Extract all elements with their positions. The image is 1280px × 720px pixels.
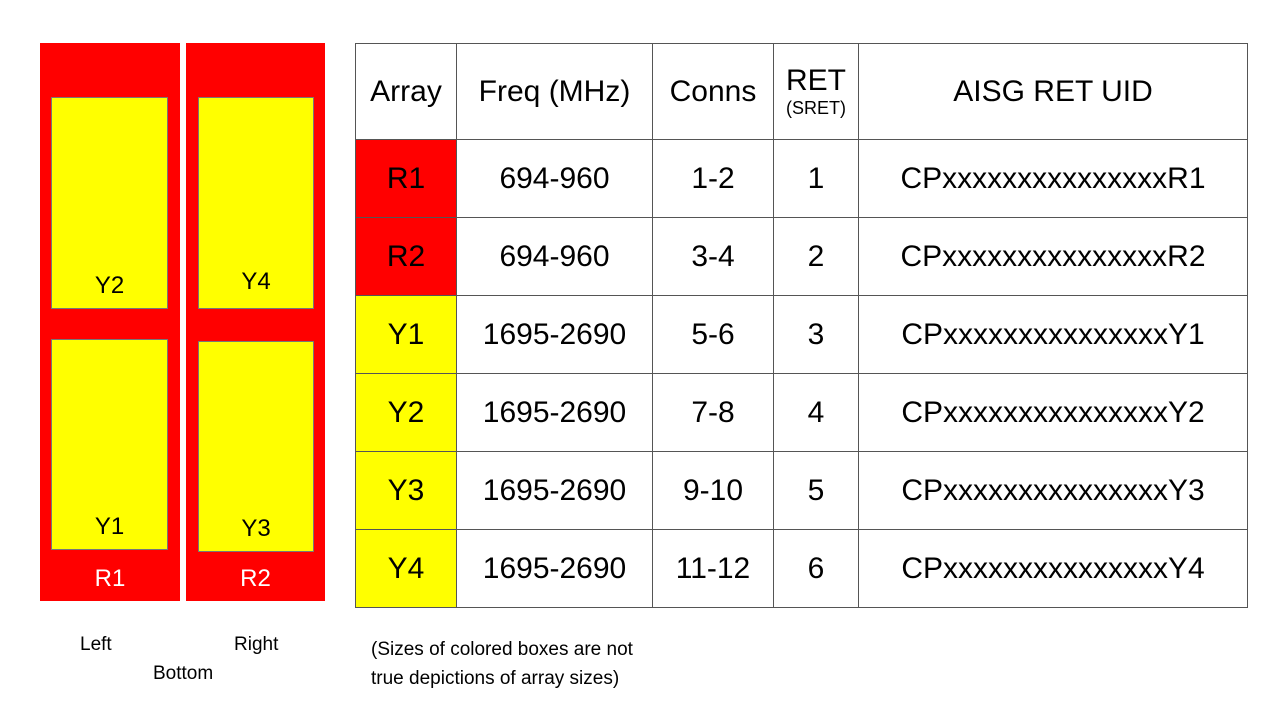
footnote-line2: true depictions of array sizes) — [371, 668, 620, 689]
cell-array: Y4 — [355, 529, 457, 608]
cell-conns: 1-2 — [652, 139, 774, 218]
table-row: Y1 1695-2690 5-6 3 CPxxxxxxxxxxxxxxxY1 — [355, 295, 1248, 374]
header-freq: Freq (MHz) — [456, 43, 653, 140]
caption-left: Left — [80, 634, 112, 655]
header-array: Array — [355, 43, 457, 140]
array-r1-panel: Y2 Y1 R1 — [40, 43, 180, 601]
cell-ret: 4 — [773, 373, 859, 452]
cell-uid: CPxxxxxxxxxxxxxxxY4 — [858, 529, 1248, 608]
array-y1-label: Y1 — [94, 513, 125, 540]
cell-freq: 694-960 — [456, 217, 653, 296]
cell-freq: 1695-2690 — [456, 373, 653, 452]
array-y2-label: Y2 — [94, 272, 125, 299]
cell-freq: 1695-2690 — [456, 451, 653, 530]
table-row: Y3 1695-2690 9-10 5 CPxxxxxxxxxxxxxxxY3 — [355, 451, 1248, 530]
table-row: R2 694-960 3-4 2 CPxxxxxxxxxxxxxxxR2 — [355, 217, 1248, 296]
cell-conns: 5-6 — [652, 295, 774, 374]
cell-uid: CPxxxxxxxxxxxxxxxY3 — [858, 451, 1248, 530]
header-conns: Conns — [652, 43, 774, 140]
array-r2-label: R2 — [240, 565, 271, 592]
cell-uid: CPxxxxxxxxxxxxxxxR2 — [858, 217, 1248, 296]
header-ret: RET (SRET) — [773, 43, 859, 140]
array-y4-label: Y4 — [241, 268, 271, 295]
footnote-line1: (Sizes of colored boxes are not — [371, 639, 633, 660]
cell-conns: 3-4 — [652, 217, 774, 296]
footnote: (Sizes of colored boxes are not true dep… — [371, 635, 633, 693]
array-y4-box: Y4 — [198, 97, 314, 309]
cell-array: Y1 — [355, 295, 457, 374]
cell-freq: 694-960 — [456, 139, 653, 218]
cell-array: R2 — [355, 217, 457, 296]
array-r1-label: R1 — [94, 565, 126, 592]
cell-conns: 9-10 — [652, 451, 774, 530]
array-r2-panel: Y4 Y3 R2 — [186, 43, 325, 601]
cell-ret: 1 — [773, 139, 859, 218]
cell-array: Y2 — [355, 373, 457, 452]
cell-uid: CPxxxxxxxxxxxxxxxY1 — [858, 295, 1248, 374]
header-ret-label: RET — [786, 64, 846, 97]
cell-ret: 6 — [773, 529, 859, 608]
array-y3-box: Y3 — [198, 341, 314, 552]
cell-array: R1 — [355, 139, 457, 218]
cell-ret: 3 — [773, 295, 859, 374]
cell-freq: 1695-2690 — [456, 295, 653, 374]
table-row: R1 694-960 1-2 1 CPxxxxxxxxxxxxxxxR1 — [355, 139, 1248, 218]
caption-bottom: Bottom — [153, 663, 214, 684]
cell-ret: 5 — [773, 451, 859, 530]
cell-uid: CPxxxxxxxxxxxxxxxR1 — [858, 139, 1248, 218]
array-y2-box: Y2 — [51, 97, 168, 309]
cell-conns: 7-8 — [652, 373, 774, 452]
array-y3-label: Y3 — [241, 515, 271, 542]
cell-uid: CPxxxxxxxxxxxxxxxY2 — [858, 373, 1248, 452]
cell-freq: 1695-2690 — [456, 529, 653, 608]
table-row: Y2 1695-2690 7-8 4 CPxxxxxxxxxxxxxxxY2 — [355, 373, 1248, 452]
table-header-row: Array Freq (MHz) Conns RET (SRET) AISG RE… — [355, 43, 1248, 140]
array-y1-box: Y1 — [51, 339, 168, 550]
table-row: Y4 1695-2690 11-12 6 CPxxxxxxxxxxxxxxxY4 — [355, 529, 1248, 608]
header-ret-sub: (SRET) — [786, 98, 846, 118]
array-table: Array Freq (MHz) Conns RET (SRET) AISG RE… — [355, 43, 1248, 608]
cell-conns: 11-12 — [652, 529, 774, 608]
caption-right: Right — [234, 634, 279, 655]
header-uid: AISG RET UID — [858, 43, 1248, 140]
cell-ret: 2 — [773, 217, 859, 296]
cell-array: Y3 — [355, 451, 457, 530]
